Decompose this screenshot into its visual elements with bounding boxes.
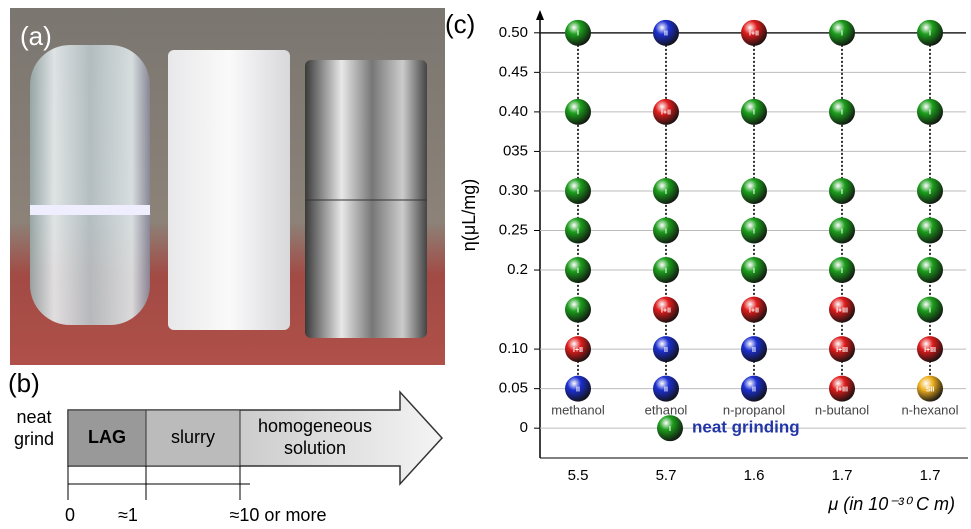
y-tick-label: 035 [503, 142, 528, 159]
steel-jar [305, 60, 427, 338]
point-label: II [752, 347, 756, 354]
point-label: I [665, 268, 667, 275]
point-label: I+III [836, 347, 848, 354]
point-label: I [841, 228, 843, 235]
point-label: II [664, 347, 668, 354]
category-label: methanol [551, 402, 605, 417]
mu-label: 1.7 [920, 467, 941, 484]
point-label: I [841, 110, 843, 117]
category-label: n-propanol [723, 402, 785, 417]
point-label: I+III [924, 347, 936, 354]
y-axis-arrow [536, 10, 544, 20]
mu-label: 5.7 [656, 467, 677, 484]
point-label: I [577, 110, 579, 117]
scale-label: ≈1 [118, 505, 138, 524]
category-label: n-hexanol [901, 402, 958, 417]
stage-label: slurry [171, 427, 215, 447]
category-label: ethanol [645, 402, 688, 417]
y-tick-label: 0.10 [499, 340, 528, 357]
x-axis-label: μ (in 10⁻³⁰ C m) [827, 494, 955, 514]
panel-label: (a) [20, 21, 52, 51]
point-label: I [753, 268, 755, 275]
point-label: I+II [661, 307, 671, 314]
y-tick-label: 0.25 [499, 221, 528, 238]
y-tick-label: 0.30 [499, 182, 528, 199]
point-label: I [577, 228, 579, 235]
point-label: I [669, 426, 671, 433]
point-label: I [841, 189, 843, 196]
mu-label: 1.7 [832, 467, 853, 484]
point-label: I [929, 110, 931, 117]
point-label: I [929, 31, 931, 38]
y-tick-label: 0.50 [499, 24, 528, 41]
panel-label: (c) [445, 9, 475, 39]
point-label: I+II [749, 307, 759, 314]
y-tick-label: 0.40 [499, 103, 528, 120]
y-tick-label: 0 [520, 419, 528, 436]
mu-label: 5.5 [568, 467, 589, 484]
scale-label: 0 [65, 505, 75, 524]
point-label: I [753, 110, 755, 117]
point-label: I [929, 228, 931, 235]
point-label: I+II [573, 347, 583, 354]
point-label: II [664, 31, 668, 38]
y-tick-label: 0.2 [507, 261, 528, 278]
panel-label: (b) [8, 368, 40, 398]
y-tick-label: 0.05 [499, 380, 528, 397]
neat-label: neat grinding [692, 418, 800, 437]
figure: (a) (b) neatgrind LAG slurry homogeneous… [0, 0, 971, 524]
chart: (c) η(μL/mg) μ (in 10⁻³⁰ C m) 0 0.05 0.10 0… [445, 9, 968, 514]
point-label: I [841, 268, 843, 275]
point-label: I+III [836, 386, 848, 393]
glass-vial [30, 45, 150, 325]
point-label: I+II [749, 31, 759, 38]
point-label: I [665, 228, 667, 235]
point-label: I [665, 189, 667, 196]
y-axis-label: η(μL/mg) [459, 179, 479, 251]
point-label: SII [926, 386, 935, 393]
point-label: II [664, 386, 668, 393]
point-label: I+II [661, 110, 671, 117]
point-label: I [577, 268, 579, 275]
point-label: I [577, 189, 579, 196]
point-label: II [576, 386, 580, 393]
point-label: I [929, 307, 931, 314]
point-label: I [577, 307, 579, 314]
mu-label: 1.6 [744, 467, 765, 484]
glass-band [30, 205, 150, 215]
photo: (a) [10, 8, 445, 365]
point-label: I [929, 268, 931, 275]
point-label: I [753, 228, 755, 235]
stage-label: LAG [88, 427, 126, 447]
point-label: I [929, 189, 931, 196]
category-label: n-butanol [815, 402, 869, 417]
ptfe-jar [168, 50, 290, 330]
point-label: I [841, 31, 843, 38]
y-tick-label: 0.45 [499, 63, 528, 80]
point-label: I [753, 189, 755, 196]
point-label: I [577, 31, 579, 38]
point-label: I+III [836, 307, 848, 314]
point-label: II [752, 386, 756, 393]
scale-label: ≈10 or more [230, 505, 327, 524]
